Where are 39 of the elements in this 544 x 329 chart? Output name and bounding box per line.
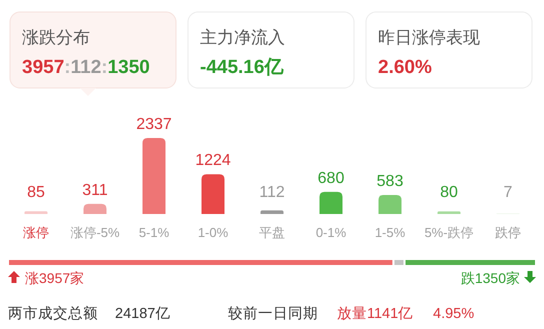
text: 主力净流入 [200, 28, 285, 47]
bar [438, 211, 460, 214]
bar [378, 195, 402, 214]
text: 放量1141亿 [337, 306, 414, 322]
bar [142, 138, 166, 214]
x-tick-label: 5%-跌停 [424, 225, 474, 240]
text: 昨日涨停表现 [378, 28, 480, 47]
text: 较前一日同期 [228, 305, 318, 322]
data-label: 80 [440, 184, 458, 201]
x-tick-label: 涨停 [23, 225, 49, 240]
x-tick-label: 跌停 [495, 225, 521, 240]
x-tick-label: 涨停-5% [70, 225, 120, 240]
bar [202, 174, 224, 214]
data-label: 1224 [195, 152, 231, 170]
x-tick-label: 1-5% [374, 225, 406, 240]
data-label: 7 [504, 184, 513, 201]
data-label: 85 [27, 184, 45, 201]
text: 24187亿 [115, 306, 170, 322]
data-label: 680 [318, 170, 344, 187]
bar [84, 204, 106, 214]
data-label: 311 [82, 182, 108, 199]
text: 2.60% [378, 57, 432, 78]
x-tick-label: 1-0% [198, 225, 229, 240]
x-tick-label: 平盘 [259, 225, 285, 240]
text: 3957:112:1350 [22, 57, 150, 78]
x-tick-label: 5-1% [138, 225, 170, 240]
text: 涨跌分布 [22, 28, 90, 47]
x-tick-label: 0-1% [316, 225, 347, 240]
data-label: 583 [376, 173, 404, 190]
text: 两市成交总额 [8, 305, 98, 322]
data-label: 112 [259, 184, 285, 201]
text: 跌1350家 [460, 270, 520, 286]
bar [24, 211, 48, 214]
text: -445.16亿 [200, 57, 284, 78]
text: 涨3957家 [25, 270, 84, 286]
bar [320, 192, 342, 214]
data-label: 2337 [136, 116, 172, 133]
bar [260, 210, 284, 214]
text: 4.95% [433, 306, 474, 322]
